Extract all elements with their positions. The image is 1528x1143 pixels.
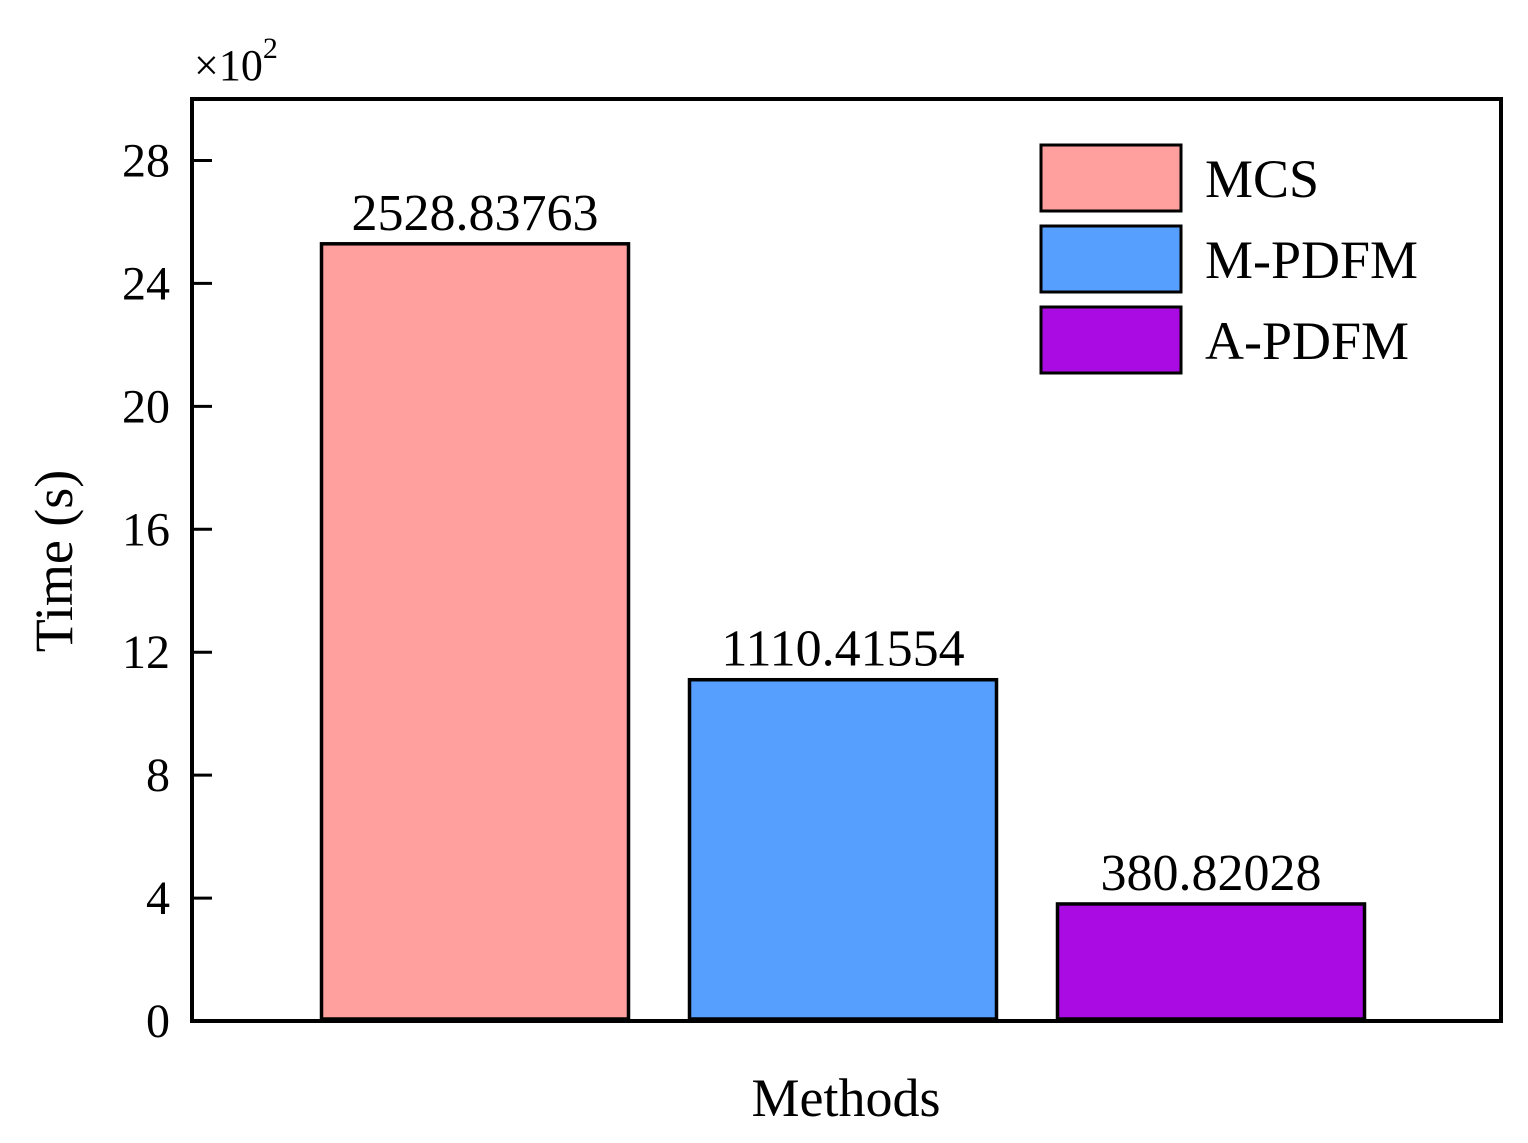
legend: MCS M-PDFM A-PDFM (1039, 143, 1418, 375)
y-tick-label: 8 (146, 749, 170, 802)
legend-label-a-pdfm: A-PDFM (1205, 311, 1409, 371)
bars (319, 242, 1367, 1021)
data-label-mcs: 2528.83763 (352, 185, 599, 242)
y-axis-title: Time (s) (24, 470, 84, 653)
y-tick-label: 4 (146, 872, 170, 925)
legend-label-m-pdfm: M-PDFM (1205, 230, 1418, 290)
bar-m-pdfm (687, 677, 999, 1021)
legend-swatch-m-pdfm (1039, 224, 1183, 294)
bar-a-pdfm (1055, 902, 1367, 1021)
y-axis-multiplier: ×102 (194, 32, 278, 90)
y-multiplier-exponent: 2 (263, 32, 278, 65)
y-tick-label: 28 (122, 134, 170, 187)
y-tick-label: 24 (122, 257, 170, 310)
data-label-m-pdfm: 1110.41554 (721, 621, 964, 678)
data-label-a-pdfm: 380.82028 (1101, 845, 1322, 902)
y-axis-ticks: 0 4 8 12 16 20 24 28 (122, 134, 212, 1048)
legend-swatch-a-pdfm (1039, 305, 1183, 375)
y-tick-label: 16 (122, 503, 170, 556)
data-labels: 2528.83763 1110.41554 380.82028 (352, 185, 1322, 902)
y-tick-label: 20 (122, 380, 170, 433)
legend-label-mcs: MCS (1205, 149, 1319, 209)
y-tick-label: 12 (122, 626, 170, 679)
y-tick-label: 0 (146, 995, 170, 1048)
x-axis-title: Methods (752, 1068, 941, 1128)
bar-mcs (319, 242, 631, 1021)
legend-swatch-mcs (1039, 143, 1183, 213)
plot-frame (190, 97, 1503, 1023)
y-multiplier-base: ×10 (194, 41, 263, 90)
